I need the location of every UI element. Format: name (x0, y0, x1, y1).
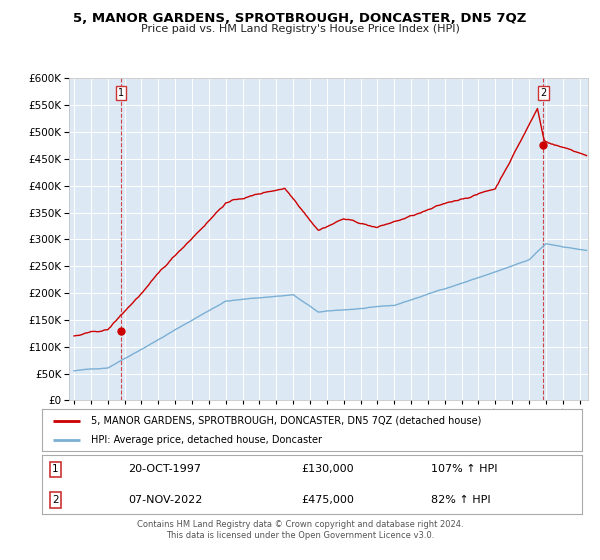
Text: 1: 1 (52, 464, 59, 474)
Text: 2: 2 (52, 495, 59, 505)
Text: 1: 1 (118, 88, 124, 98)
Text: £130,000: £130,000 (301, 464, 354, 474)
Text: 5, MANOR GARDENS, SPROTBROUGH, DONCASTER, DN5 7QZ (detached house): 5, MANOR GARDENS, SPROTBROUGH, DONCASTER… (91, 416, 481, 426)
Text: 5, MANOR GARDENS, SPROTBROUGH, DONCASTER, DN5 7QZ: 5, MANOR GARDENS, SPROTBROUGH, DONCASTER… (73, 12, 527, 25)
Text: £475,000: £475,000 (301, 495, 354, 505)
Text: 107% ↑ HPI: 107% ↑ HPI (431, 464, 497, 474)
Text: 2: 2 (540, 88, 547, 98)
Text: 82% ↑ HPI: 82% ↑ HPI (431, 495, 490, 505)
Text: 20-OCT-1997: 20-OCT-1997 (128, 464, 202, 474)
Text: 07-NOV-2022: 07-NOV-2022 (128, 495, 203, 505)
Text: Contains HM Land Registry data © Crown copyright and database right 2024.: Contains HM Land Registry data © Crown c… (137, 520, 463, 529)
Text: HPI: Average price, detached house, Doncaster: HPI: Average price, detached house, Donc… (91, 435, 322, 445)
Text: This data is licensed under the Open Government Licence v3.0.: This data is licensed under the Open Gov… (166, 531, 434, 540)
Text: Price paid vs. HM Land Registry's House Price Index (HPI): Price paid vs. HM Land Registry's House … (140, 24, 460, 34)
